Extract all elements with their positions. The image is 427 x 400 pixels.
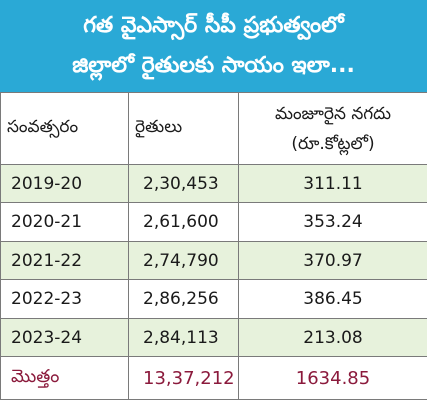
cell-amount: 370.97 — [238, 240, 427, 281]
col-header-farmers: రైతులు — [128, 92, 239, 165]
cell-year: 2022-23 — [0, 279, 129, 319]
cell-farmers: 2,30,453 — [128, 163, 239, 204]
cell-amount: 386.45 — [238, 279, 427, 319]
col-header-amount: మంజూరైన నగదు (రూ.కోట్లలో) — [238, 92, 427, 165]
col-header-amount-line1: మంజూరైన నగదు — [274, 103, 392, 124]
col-header-year: సంవత్సరం — [0, 92, 129, 165]
table-row: 2021-22 2,74,790 370.97 — [0, 240, 427, 281]
header-line-2: జిల్లాలో రైతులకు సాయం ఇలా... — [72, 53, 355, 78]
aid-table: సంవత్సరం రైతులు మంజూరైన నగదు (రూ.కోట్లలో… — [0, 92, 427, 400]
cell-amount: 213.08 — [238, 317, 427, 358]
total-amount: 1634.85 — [238, 356, 427, 400]
cell-year: 2023-24 — [0, 317, 129, 358]
total-farmers: 13,37,212 — [128, 356, 239, 400]
cell-amount: 353.24 — [238, 202, 427, 242]
header-banner: గత వైఎస్సార్ సీపీ ప్రభుత్వంలో జిల్లాలో ర… — [0, 0, 427, 92]
cell-farmers: 2,61,600 — [128, 202, 239, 242]
table-row: 2019-20 2,30,453 311.11 — [0, 163, 427, 204]
total-label: మొత్తం — [0, 356, 129, 400]
cell-year: 2019-20 — [0, 163, 129, 204]
cell-farmers: 2,84,113 — [128, 317, 239, 358]
cell-amount: 311.11 — [238, 163, 427, 204]
total-row: మొత్తం 13,37,212 1634.85 — [0, 356, 427, 400]
col-header-amount-line2: (రూ.కోట్లలో) — [291, 133, 375, 154]
table-row: 2022-23 2,86,256 386.45 — [0, 279, 427, 319]
cell-farmers: 2,86,256 — [128, 279, 239, 319]
table-header-row: సంవత్సరం రైతులు మంజూరైన నగదు (రూ.కోట్లలో… — [0, 92, 427, 165]
cell-year: 2021-22 — [0, 240, 129, 281]
header-line-1: గత వైఎస్సార్ సీపీ ప్రభుత్వంలో — [83, 13, 344, 38]
table-row: 2020-21 2,61,600 353.24 — [0, 202, 427, 242]
table-row: 2023-24 2,84,113 213.08 — [0, 317, 427, 358]
cell-farmers: 2,74,790 — [128, 240, 239, 281]
cell-year: 2020-21 — [0, 202, 129, 242]
